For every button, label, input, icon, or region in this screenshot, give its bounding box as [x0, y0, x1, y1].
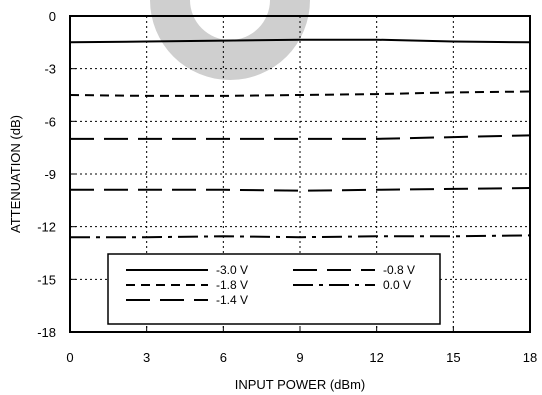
y-tick-label: -9	[44, 167, 56, 182]
x-tick-label: 9	[296, 350, 303, 365]
y-tick-labels: 0 -3 -6 -9 -12 -15 -18	[37, 9, 56, 340]
x-axis-title: INPUT POWER (dBm)	[235, 377, 366, 392]
y-tick-label: -3	[44, 62, 56, 77]
y-tick-label: -18	[37, 325, 56, 340]
series-line	[69, 38, 531, 44]
legend: -3.0 V-1.8 V-1.4 V -0.8 V0.0 V	[107, 253, 441, 325]
y-tick-label: 0	[49, 9, 56, 24]
watermark-ring	[150, 0, 310, 80]
x-tick-labels: 0 3 6 9 12 15 18	[66, 350, 537, 365]
x-tick-label: 6	[220, 350, 227, 365]
y-tick-label: -12	[37, 220, 56, 235]
legend-label: 0.0 V	[383, 278, 411, 292]
x-tick-label: 0	[66, 350, 73, 365]
x-tick-label: 15	[446, 350, 460, 365]
x-tick-label: 12	[369, 350, 383, 365]
series-line	[69, 90, 531, 97]
x-tick-label: 3	[143, 350, 150, 365]
legend-label: -3.0 V	[216, 263, 248, 277]
legend-label: -1.4 V	[216, 293, 248, 307]
y-tick-label: -15	[37, 272, 56, 287]
y-tick-label: -6	[44, 114, 56, 129]
series-line	[70, 234, 531, 239]
legend-label: -0.8 V	[383, 263, 415, 277]
legend-label: -1.8 V	[216, 278, 248, 292]
series-line	[70, 187, 531, 192]
y-axis-title: ATTENUATION (dB)	[8, 115, 23, 233]
plot-frame	[69, 15, 531, 333]
series-line	[70, 134, 531, 140]
data-series	[69, 38, 531, 239]
x-tick-label: 18	[523, 350, 537, 365]
legend-box	[107, 253, 441, 325]
